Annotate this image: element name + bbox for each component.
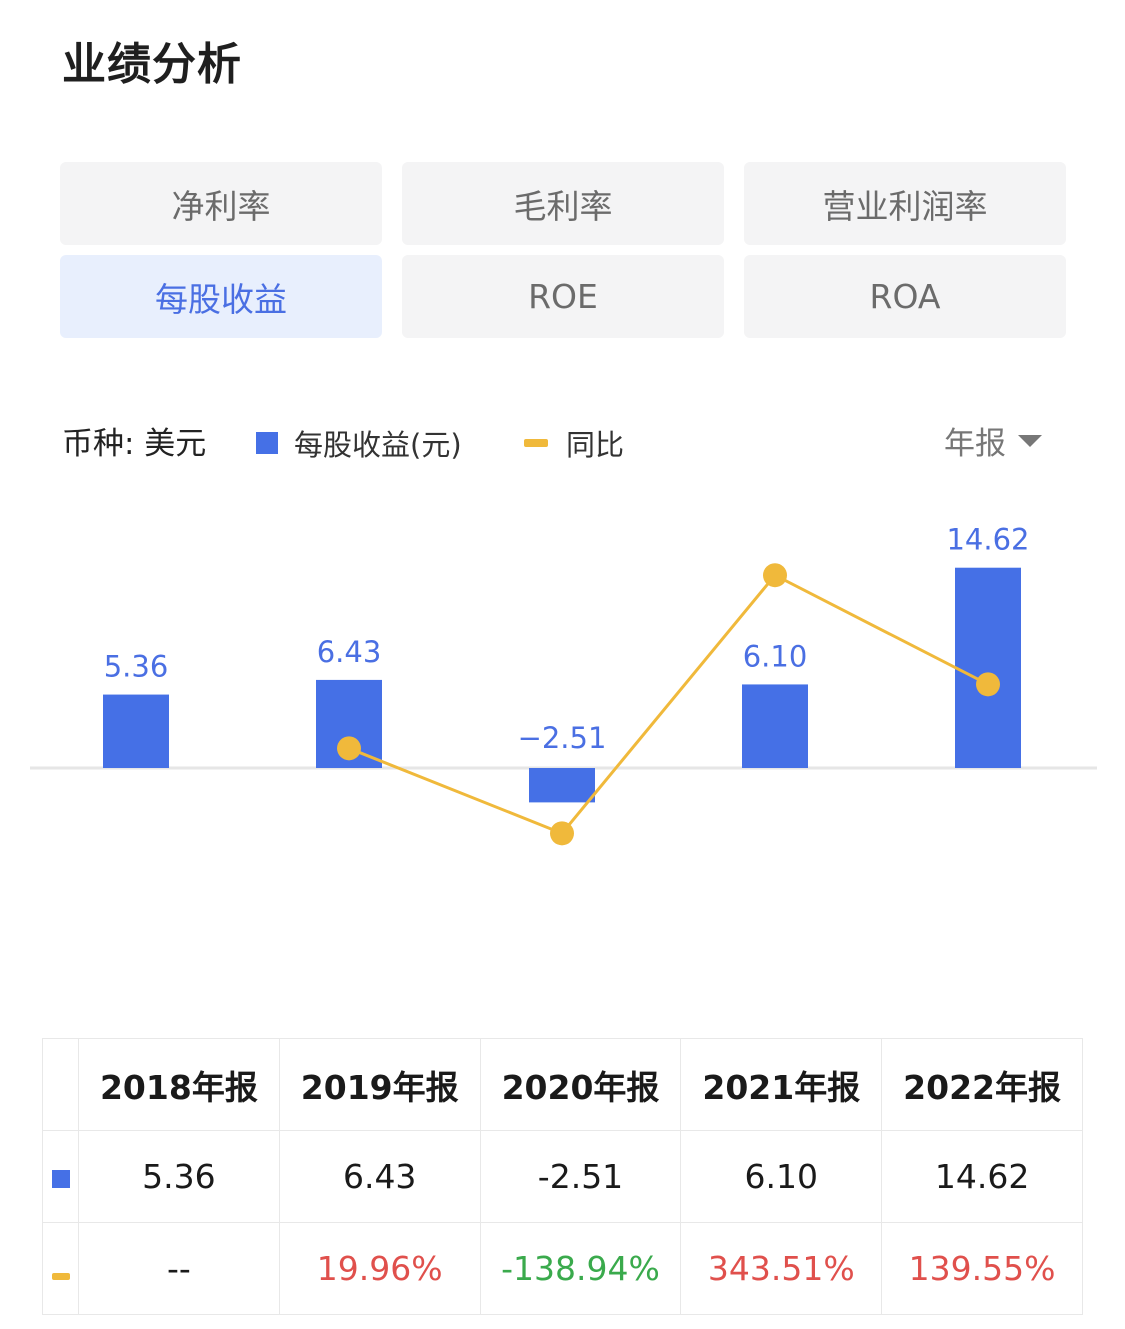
yoy-point (337, 736, 361, 761)
page-title: 业绩分析 (62, 39, 242, 90)
tab-gross-margin[interactable]: 毛利率 (402, 162, 724, 245)
tab-operating-margin[interactable]: 营业利润率 (744, 162, 1066, 245)
tab-roa[interactable]: ROA (744, 255, 1066, 338)
legend-eps-label: 每股收益(元) (294, 428, 462, 462)
table-header-cell: 2018年报 (78, 1038, 280, 1131)
data-table: 2018年报 2019年报 2020年报 2021年报 2022年报 5.36 … (42, 1038, 1083, 1315)
eps-bar (103, 694, 169, 768)
tab-eps[interactable]: 每股收益 (60, 255, 382, 338)
table-cell: -2.51 (479, 1130, 682, 1223)
tab-roe[interactable]: ROE (402, 255, 724, 338)
eps-chart: 5.36 6.43 −2.51 6.10 14.62 (30, 523, 1097, 846)
eps-bar-label: 6.43 (317, 635, 382, 669)
currency-label: 币种: 美元 (62, 426, 207, 462)
eps-bar-label: 14.62 (946, 523, 1029, 557)
table-header-cell: 2019年报 (278, 1038, 481, 1131)
table-cell: 343.51% (680, 1222, 883, 1315)
metric-tabs: 净利率 毛利率 营业利润率 每股收益 ROE ROA (60, 162, 1066, 338)
table-header-cell: 2021年报 (680, 1038, 883, 1131)
yoy-point (763, 563, 787, 588)
legend-yoy: 同比 (524, 422, 624, 464)
table-cell: -- (78, 1222, 280, 1315)
tab-net-margin[interactable]: 净利率 (60, 162, 382, 245)
legend-bar-swatch (256, 432, 278, 454)
row-marker (42, 1222, 79, 1315)
table-row-yoy: -- 19.96% -138.94% 343.51% 139.55% (42, 1222, 1083, 1315)
table-row-eps: 5.36 6.43 -2.51 6.10 14.62 (42, 1130, 1083, 1223)
eps-bar (742, 684, 808, 768)
row-marker (42, 1130, 79, 1223)
eps-marker-icon (51, 1170, 70, 1188)
table-cell: 6.43 (278, 1130, 481, 1223)
table-cell: 14.62 (881, 1130, 1083, 1223)
legend-line-swatch (524, 439, 548, 447)
period-dropdown[interactable]: 年报 (944, 418, 1042, 463)
yoy-line (348, 573, 989, 836)
chart-legend-row: 币种: 美元 每股收益(元) 同比 年报 (62, 412, 1062, 468)
table-cell: 139.55% (881, 1222, 1083, 1315)
legend-yoy-label: 同比 (566, 428, 625, 462)
eps-bar-label: 6.10 (743, 639, 808, 673)
yoy-marker-icon (51, 1273, 70, 1280)
table-cell: 6.10 (680, 1130, 883, 1223)
legend-eps: 每股收益(元) (256, 422, 462, 464)
eps-bar (955, 567, 1021, 768)
period-dropdown-label: 年报 (944, 426, 1006, 462)
eps-bar-label: 5.36 (104, 650, 169, 684)
table-header-row: 2018年报 2019年报 2020年报 2021年报 2022年报 (42, 1038, 1083, 1131)
table-header-cell: 2020年报 (479, 1038, 682, 1131)
eps-bar (529, 768, 595, 803)
table-corner-cell (42, 1038, 79, 1131)
table-cell: 19.96% (278, 1222, 481, 1315)
table-header-cell: 2022年报 (881, 1038, 1083, 1131)
table-cell: -138.94% (479, 1222, 682, 1315)
yoy-point (550, 821, 574, 846)
yoy-point (976, 672, 1000, 697)
table-cell: 5.36 (78, 1130, 280, 1223)
eps-bar-label: −2.51 (518, 721, 607, 755)
chevron-down-icon (1018, 434, 1042, 447)
